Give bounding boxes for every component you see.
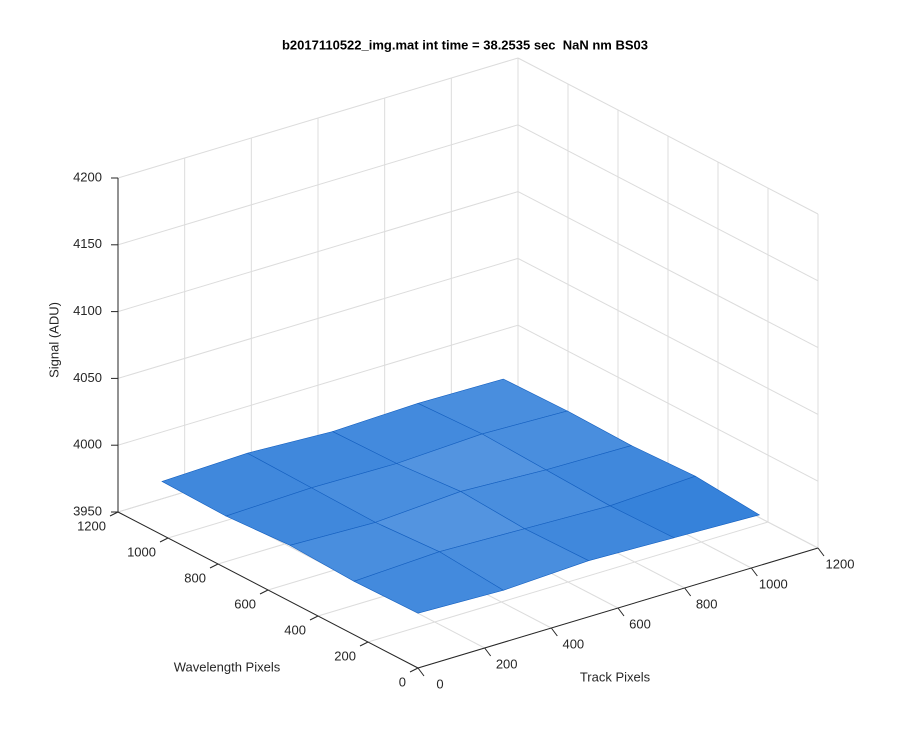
y-tick [109,511,119,517]
x-tick-label: 1000 [759,576,788,591]
y-tick-label: 1000 [127,544,156,559]
z-axis-label: Signal (ADU) [46,302,61,378]
x-tick [684,587,692,597]
x-tick [417,667,425,677]
x-tick [484,647,492,657]
x-tick-label: 1200 [826,556,855,571]
y-tick [259,589,269,595]
x-tick-label: 200 [496,656,518,671]
x-tick [817,547,825,557]
y-tick-label: 200 [334,648,356,663]
y-axis-label: Wavelength Pixels [174,659,281,674]
z-tick-label: 3950 [73,503,102,518]
x-tick [750,567,758,577]
x-tick-label: 400 [562,636,584,651]
y-tick [409,667,419,673]
y-tick-label: 0 [399,674,406,689]
y-tick [209,563,219,569]
chart-title: b2017110522_img.mat int time = 38.2535 s… [282,37,648,52]
y-tick-label: 1200 [77,518,106,533]
z-tick-label: 4050 [73,370,102,385]
y-tick-label: 400 [284,622,306,637]
y-tick [159,537,169,543]
x-tick [617,607,625,617]
z-tick-label: 4200 [73,169,102,184]
y-tick [359,641,369,647]
z-tick-label: 4100 [73,303,102,318]
surface-patch [353,551,505,614]
y-tick-label: 800 [184,570,206,585]
grid-line [367,521,769,643]
z-tick-label: 4000 [73,437,102,452]
x-tick-label: 0 [436,676,443,691]
z-tick-label: 4150 [73,236,102,251]
x-tick [550,627,558,637]
x-tick-label: 800 [696,596,718,611]
x-tick-label: 600 [629,616,651,631]
y-tick-label: 600 [234,596,256,611]
y-tick [309,615,319,621]
x-axis-label: Track Pixels [580,669,651,684]
